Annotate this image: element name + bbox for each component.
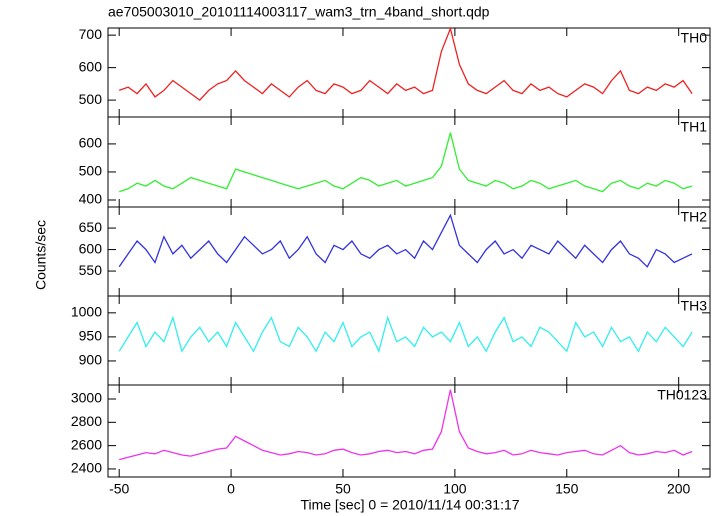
data-line <box>119 389 693 461</box>
y-tick-label: 650 <box>79 219 103 235</box>
y-tick-label: 2600 <box>71 436 102 452</box>
chart-title: ae705003010_20101114003117_wam3_trn_4ban… <box>108 4 490 20</box>
y-tick-label: 900 <box>79 352 103 368</box>
data-line <box>118 315 693 354</box>
y-tick-label: 400 <box>79 191 103 207</box>
y-axis-label: Counts/sec <box>33 220 49 290</box>
x-axis-label: Time [sec] 0 = 2010/11/14 00:31:17 <box>300 497 519 513</box>
y-tick-label: 1000 <box>71 304 102 320</box>
y-tick-label: 600 <box>79 58 103 74</box>
x-tick-label: 0 <box>227 481 235 497</box>
x-tick-label: 200 <box>667 481 691 497</box>
panel-label: TH0123 <box>657 387 707 403</box>
y-tick-label: 600 <box>79 135 103 151</box>
y-tick-label: 2400 <box>71 460 102 476</box>
x-tick-label: 50 <box>335 481 351 497</box>
panel-label: TH3 <box>681 298 708 314</box>
panel-label: TH2 <box>681 209 708 225</box>
data-line <box>118 26 693 101</box>
panel-label: TH1 <box>681 119 708 135</box>
y-tick-label: 500 <box>79 163 103 179</box>
y-tick-label: 950 <box>79 328 103 344</box>
y-tick-label: 3000 <box>71 390 102 406</box>
data-line <box>118 213 693 268</box>
y-tick-label: 550 <box>79 262 103 278</box>
panel-label: TH0 <box>681 30 708 46</box>
panel-frame <box>107 116 711 208</box>
y-tick-label: 600 <box>79 240 103 256</box>
x-tick-label: -50 <box>109 481 129 497</box>
x-tick-label: 150 <box>555 481 579 497</box>
data-line <box>119 132 693 193</box>
y-tick-label: 2800 <box>71 413 102 429</box>
y-tick-label: 700 <box>79 26 103 42</box>
panel-frame <box>107 384 711 478</box>
y-tick-label: 500 <box>79 91 103 107</box>
x-tick-label: 100 <box>443 481 467 497</box>
